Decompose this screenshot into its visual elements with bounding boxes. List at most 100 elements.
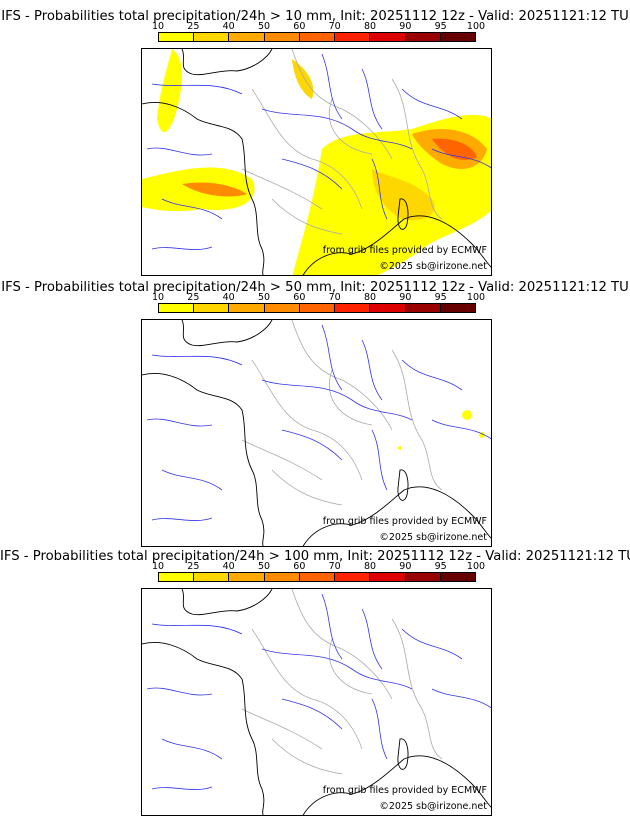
- colorbar-segment: [335, 573, 371, 581]
- river-line: [151, 517, 213, 521]
- river-line: [361, 608, 383, 670]
- probability-map: from grib files provided by ECMWF ©2025 …: [141, 319, 492, 547]
- colorbar-tick-label: 25: [187, 292, 200, 303]
- river-line: [151, 246, 213, 250]
- colorbar-tick-label: 90: [399, 21, 412, 32]
- colorbar: [158, 572, 476, 582]
- river-line: [151, 83, 243, 95]
- forecast-panel: IFS - Probabilities total precipitation/…: [0, 548, 630, 817]
- river-line: [401, 359, 463, 391]
- colorbar-tick-label: 50: [257, 292, 271, 303]
- probability-area: [462, 410, 472, 420]
- colorbar-tick-label: 100: [466, 561, 486, 572]
- colorbar-segment: [440, 304, 475, 312]
- map-drawing: [142, 320, 491, 546]
- map-drawing: [142, 49, 491, 275]
- border-line: [241, 708, 323, 750]
- river-line: [371, 698, 388, 760]
- colorbar-tick-label: 40: [222, 561, 235, 572]
- coastline: [181, 589, 273, 616]
- colorbar-tick-label: 100: [466, 21, 486, 32]
- river-line: [261, 379, 413, 421]
- river-line: [161, 198, 223, 220]
- river-line: [161, 469, 223, 491]
- colorbar-tick-label: 60: [293, 561, 306, 572]
- colorbar-tick-label: 70: [328, 292, 341, 303]
- border-line: [391, 349, 443, 491]
- colorbar-segment: [229, 573, 265, 581]
- colorbar-tick-label: 95: [434, 292, 447, 303]
- coastline: [181, 49, 273, 76]
- probability-area: [398, 446, 402, 450]
- colorbar: [158, 32, 476, 42]
- colorbar-tick-label: 95: [434, 561, 447, 572]
- panel-title: IFS - Probabilities total precipitation/…: [0, 549, 630, 564]
- river-line: [151, 786, 213, 790]
- colorbar-segment: [299, 304, 336, 312]
- colorbar-segment: [370, 33, 406, 41]
- copyright-credit: ©2025 sb@irizone.net: [379, 261, 487, 272]
- colorbar-tick-label: 60: [293, 21, 306, 32]
- colorbar-segment: [229, 33, 265, 41]
- river-line: [281, 429, 343, 461]
- river-line: [401, 628, 463, 660]
- probability-area: [432, 138, 477, 160]
- colorbar-tick-label: 40: [222, 292, 235, 303]
- colorbar-tick-label: 50: [257, 21, 271, 32]
- probability-area: [372, 169, 435, 221]
- border-line: [329, 369, 373, 426]
- colorbar-tick-label: 70: [328, 21, 341, 32]
- border-line: [329, 638, 373, 695]
- colorbar-ticks: 10 25 40 50 60 70 80 90 95 100: [152, 292, 485, 303]
- coastline: [302, 486, 491, 546]
- river-line: [431, 688, 491, 709]
- colorbar-tick-label: 80: [363, 21, 377, 32]
- copyright-credit: ©2025 sb@irizone.net: [379, 532, 487, 543]
- colorbar-segment: [370, 304, 406, 312]
- colorbar-segment: [194, 573, 230, 581]
- border-line: [251, 628, 363, 750]
- colorbar-segment: [405, 33, 441, 41]
- source-credit: from grib files provided by ECMWF: [322, 516, 487, 527]
- colorbar-tick-label: 80: [363, 292, 377, 303]
- border-line: [251, 88, 363, 210]
- border-line: [271, 198, 343, 235]
- probability-area: [157, 49, 182, 133]
- colorbar: [158, 303, 476, 313]
- colorbar-tick-label: 10: [151, 21, 165, 32]
- coastline: [142, 373, 265, 546]
- colorbar-segment: [194, 304, 230, 312]
- colorbar-segment: [264, 573, 300, 581]
- river-line: [146, 418, 213, 427]
- river-line: [321, 324, 343, 391]
- border-line: [251, 359, 363, 481]
- river-line: [261, 648, 413, 690]
- border-line: [271, 738, 343, 775]
- forecast-panel: IFS - Probabilities total precipitation/…: [0, 279, 630, 548]
- colorbar-segment: [229, 304, 265, 312]
- colorbar-segment: [264, 33, 300, 41]
- border-line: [241, 168, 323, 210]
- river-line: [371, 158, 388, 220]
- river-line: [146, 147, 213, 156]
- river-line: [151, 354, 243, 366]
- coastline: [302, 755, 491, 815]
- border-line: [329, 98, 373, 155]
- colorbar-tick-label: 10: [151, 292, 165, 303]
- border-line: [391, 618, 443, 760]
- border-line: [291, 320, 393, 431]
- river-line: [431, 419, 491, 440]
- coastline: [397, 469, 409, 501]
- colorbar-tick-label: 70: [328, 561, 341, 572]
- colorbar-segment: [335, 33, 371, 41]
- colorbar-segment: [405, 304, 441, 312]
- river-line: [361, 68, 383, 130]
- coastline: [397, 738, 409, 770]
- colorbar-tick-label: 95: [434, 21, 447, 32]
- river-line: [261, 108, 413, 150]
- river-line: [371, 429, 388, 491]
- colorbar-ticks: 10 25 40 50 60 70 80 90 95 100: [152, 21, 485, 32]
- colorbar-tick-label: 40: [222, 21, 235, 32]
- colorbar-segment: [335, 304, 371, 312]
- river-line: [431, 148, 491, 169]
